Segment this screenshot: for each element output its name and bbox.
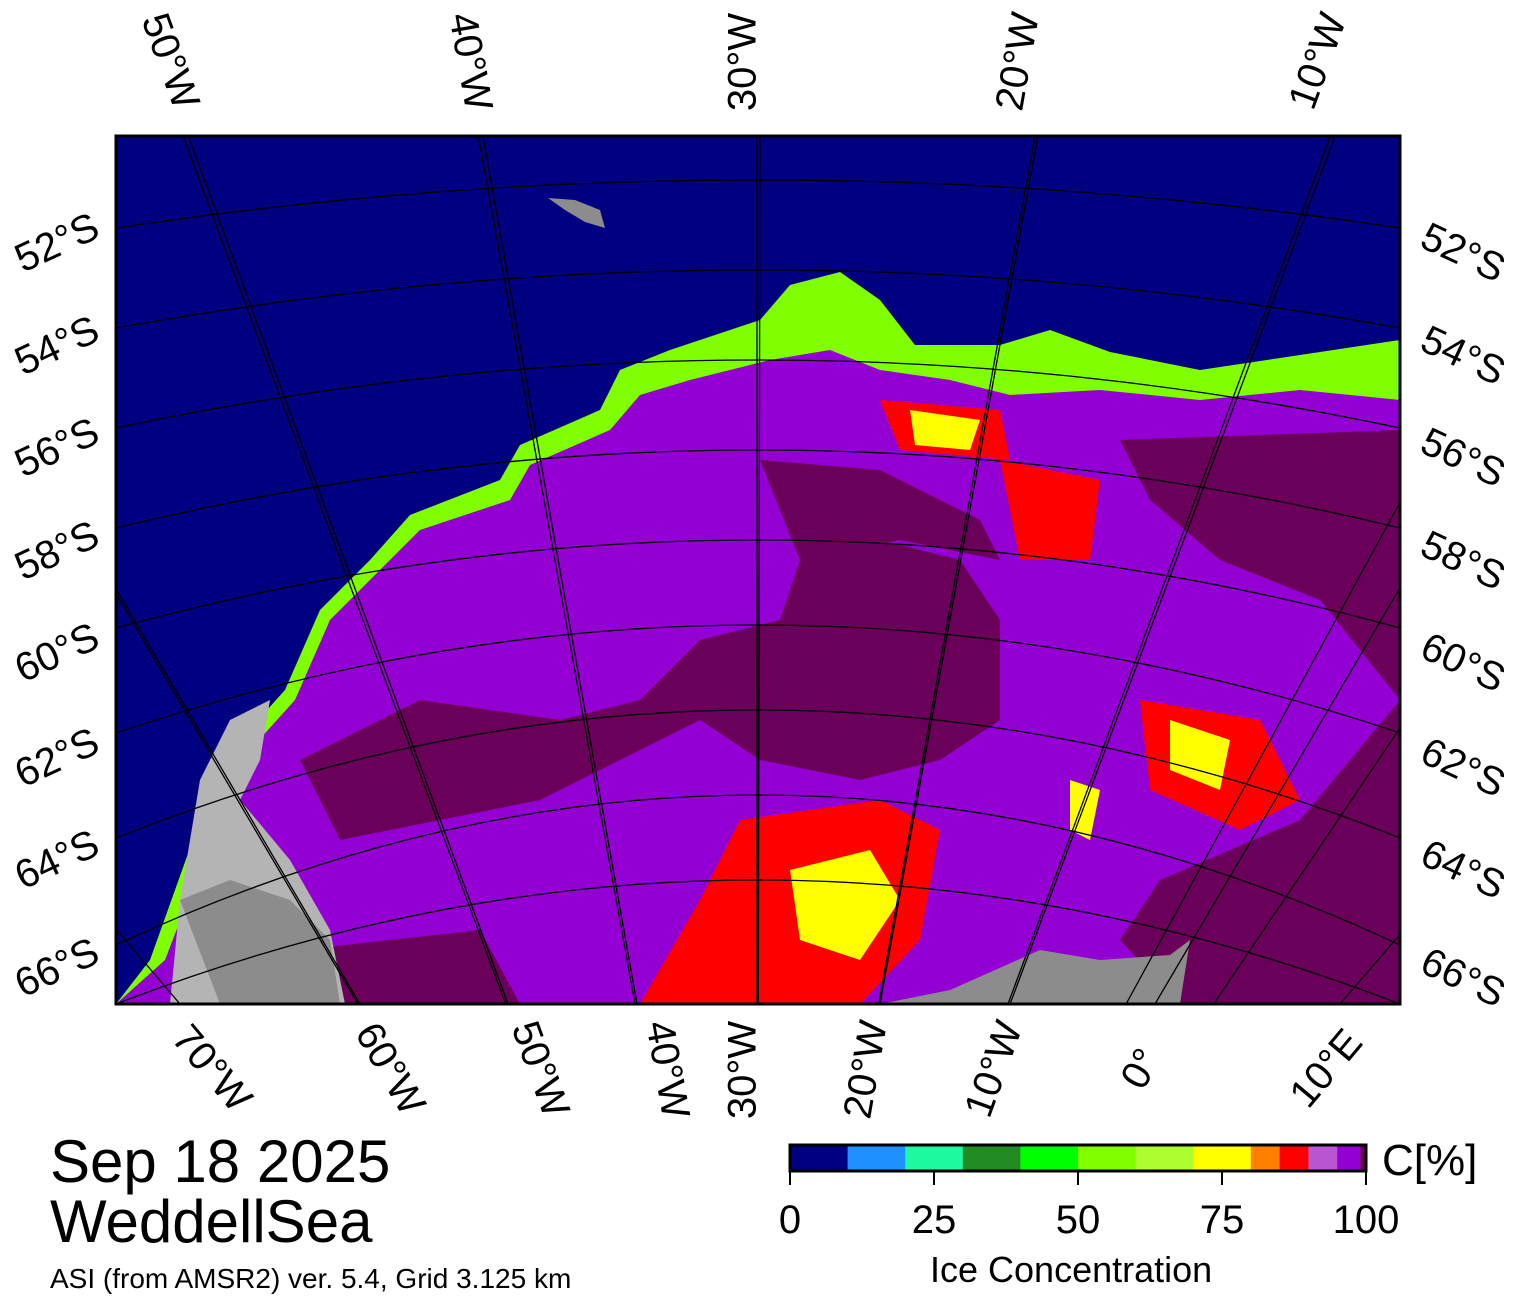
- south-georgia: [548, 198, 605, 228]
- colorbar-bin: [1078, 1145, 1137, 1171]
- right-latitude-label: 66°S: [1414, 939, 1512, 1016]
- colorbar-bin: [1135, 1145, 1194, 1171]
- meridian-line: [1009, 136, 1336, 1004]
- meridian-line: [477, 136, 636, 1004]
- top-longitude-label: 10°W: [1280, 7, 1355, 115]
- colorbar: 0 25 50 75 100: [779, 1143, 1400, 1242]
- parallel-line: [116, 709, 1400, 839]
- right-latitude-label: 56°S: [1414, 419, 1512, 496]
- colorbar-tick-label: 0: [779, 1198, 801, 1242]
- parallel-line: [116, 269, 1400, 329]
- bottom-longitude-label: 30°W: [721, 1021, 765, 1119]
- parallel-line: [116, 179, 1400, 229]
- colorbar-bin: [1308, 1145, 1338, 1171]
- colorbar-bin: [1337, 1145, 1361, 1171]
- antarctic-coast: [880, 940, 1190, 1004]
- left-latitude-label: 60°S: [8, 614, 106, 691]
- left-latitude-label: 54°S: [8, 307, 106, 384]
- meridian-line: [878, 136, 1036, 1004]
- colorbar-bin: [790, 1145, 849, 1171]
- top-longitude-label: 20°W: [987, 9, 1047, 114]
- meridian-line: [116, 593, 359, 1004]
- peninsula-dark: [180, 880, 340, 1004]
- map-panel: [116, 136, 1400, 1004]
- right-latitude-label: 62°S: [1414, 729, 1512, 806]
- colorbar-bin: [1193, 1145, 1252, 1171]
- top-longitude-label: 40°W: [440, 9, 500, 114]
- colorbar-bin: [1020, 1145, 1079, 1171]
- bottom-longitude-label: 20°W: [835, 1017, 895, 1122]
- colorbar-bin: [847, 1145, 906, 1171]
- meridian-line: [1125, 501, 1400, 1004]
- graticule: [116, 136, 1400, 1004]
- colorbar-tick-label: 25: [912, 1198, 957, 1242]
- meridian-line: [1154, 587, 1400, 1004]
- colorbar-bin: [1360, 1145, 1367, 1171]
- meridian-line: [879, 136, 1039, 1004]
- colorbar-bin: [962, 1145, 1021, 1171]
- meridian-line: [182, 136, 507, 1004]
- colorbar-bin: [1279, 1145, 1309, 1171]
- left-latitude-label: 52°S: [8, 204, 106, 281]
- meridian-line: [1213, 727, 1400, 1004]
- right-latitude-label: 64°S: [1414, 831, 1512, 908]
- ice-low-concentration-patches: [640, 400, 1300, 1004]
- ice-yellow-patches: [790, 410, 1230, 960]
- region-label: WeddellSea: [50, 1188, 373, 1255]
- map-frame: [114, 134, 1402, 1006]
- meridian-line: [482, 136, 638, 1004]
- parallel-line: [116, 359, 1400, 429]
- left-latitude-label: 64°S: [8, 821, 106, 898]
- parallel-line: [116, 624, 1400, 734]
- parallel-line: [116, 449, 1400, 529]
- right-latitude-label: 60°S: [1414, 624, 1512, 701]
- colorbar-tick-label: 50: [1056, 1198, 1101, 1242]
- top-longitude-label: 30°W: [721, 13, 765, 111]
- left-latitude-label: 58°S: [8, 512, 106, 589]
- bottom-longitude-label: 10°W: [956, 1015, 1031, 1123]
- right-latitude-label: 54°S: [1414, 317, 1512, 394]
- meridian-line: [757, 136, 761, 1004]
- bottom-longitude-label: 40°W: [637, 1017, 697, 1122]
- colorbar-bin: [905, 1145, 964, 1171]
- bottom-longitude-label: 60°W: [346, 1015, 433, 1122]
- colorbar-unit: C[%]: [1382, 1136, 1478, 1185]
- meridian-line: [187, 136, 509, 1004]
- left-latitude-label: 66°S: [8, 929, 106, 1006]
- parallel-line: [116, 539, 1400, 629]
- parallel-line: [116, 794, 1400, 946]
- product-info: ASI (from AMSR2) ver. 5.4, Grid 3.125 km: [50, 1263, 572, 1294]
- parallel-line: [116, 879, 1400, 1004]
- meridian-line: [1007, 136, 1331, 1004]
- bottom-longitude-label: 10°E: [1281, 1021, 1371, 1116]
- left-latitude-label: 56°S: [8, 409, 106, 486]
- colorbar-tick-label: 75: [1200, 1198, 1245, 1242]
- top-longitude-label: 50°W: [133, 7, 208, 115]
- date-label: Sep 18 2025: [50, 1128, 391, 1195]
- meridian-line: [1339, 934, 1400, 1004]
- bottom-longitude-label: 50°W: [503, 1015, 578, 1123]
- colorbar-axis-label: Ice Concentration: [930, 1249, 1213, 1290]
- colorbar-tick-label: 100: [1333, 1198, 1400, 1242]
- meridian-line: [116, 928, 181, 1004]
- right-latitude-label: 52°S: [1414, 214, 1512, 291]
- right-latitude-label: 58°S: [1414, 522, 1512, 599]
- bottom-longitude-label: 0°: [1112, 1041, 1169, 1096]
- bottom-longitude-label: 70°W: [163, 1017, 260, 1121]
- colorbar-bin: [1250, 1145, 1281, 1171]
- ice-full-concentration: [300, 430, 1400, 1004]
- left-latitude-label: 62°S: [8, 719, 106, 796]
- meridian-line: [116, 588, 361, 1004]
